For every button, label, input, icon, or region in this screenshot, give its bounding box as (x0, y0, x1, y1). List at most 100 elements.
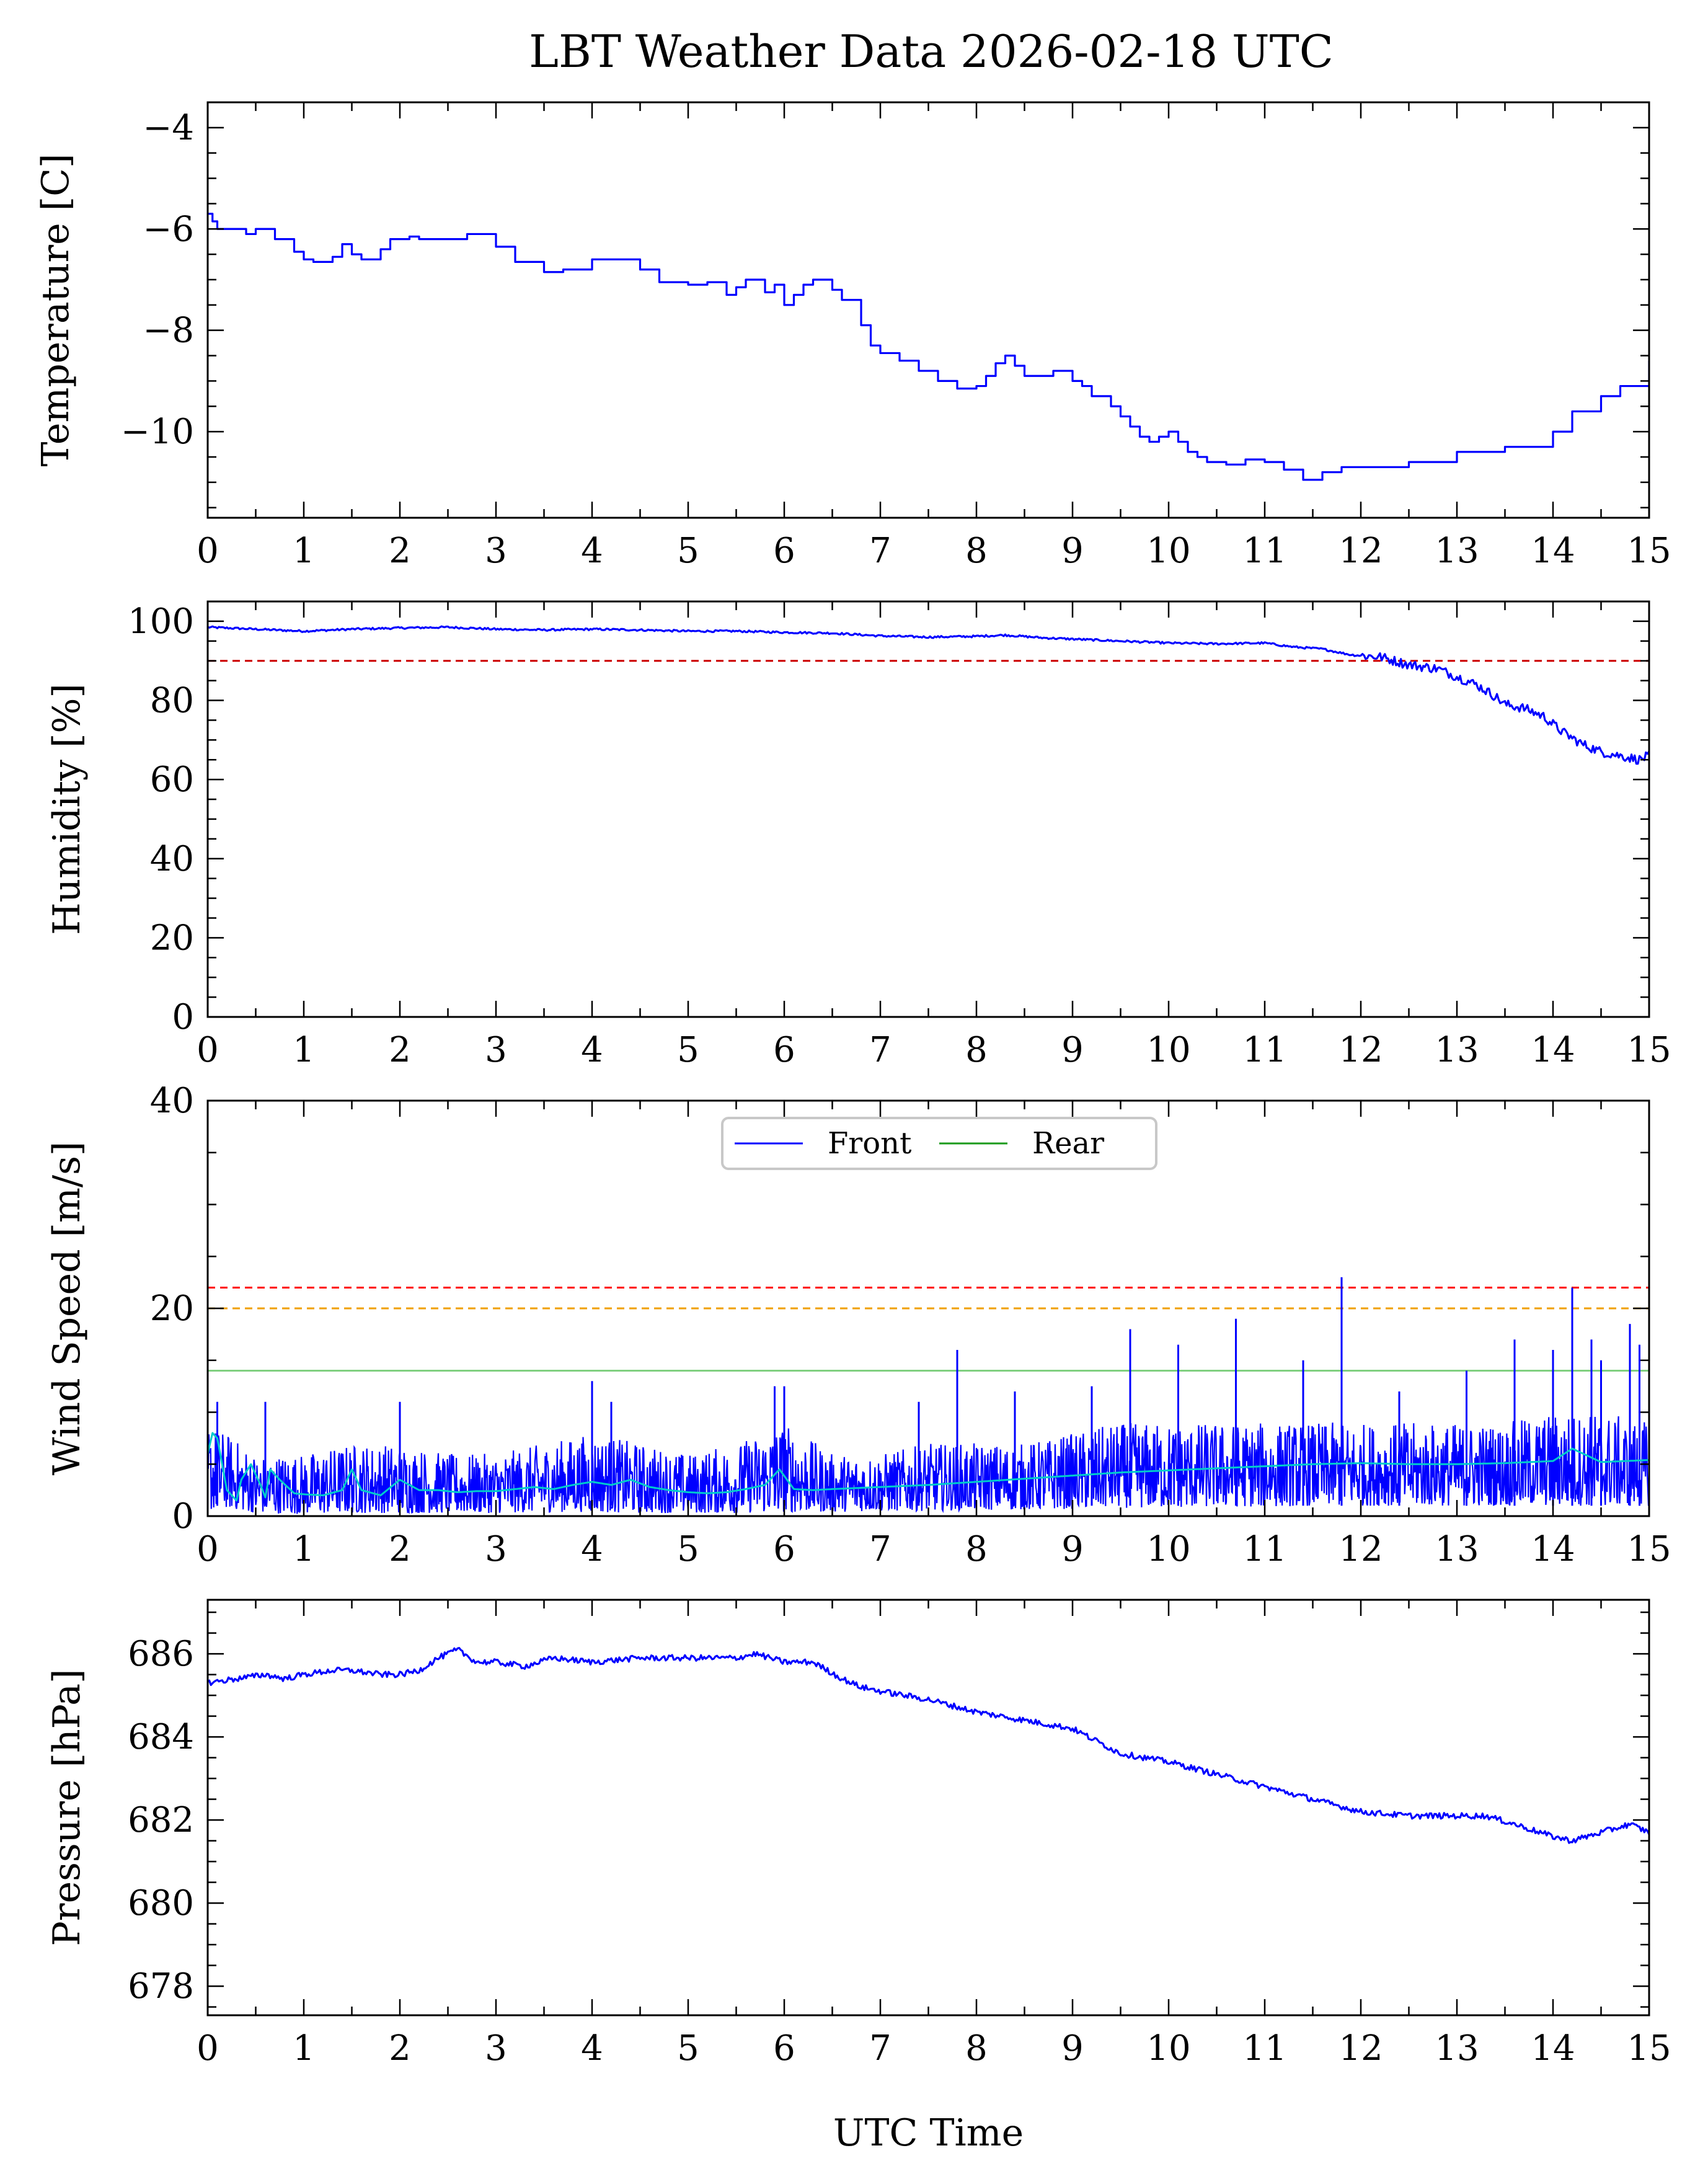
x-tick-label: 13 (1435, 1030, 1479, 1070)
y-tick-label: 40 (150, 839, 194, 879)
x-tick-label: 0 (197, 1030, 219, 1070)
series-pressure (208, 1647, 1649, 1844)
y-axis-label: Wind Speed [m/s] (45, 1142, 89, 1476)
x-tick-label: 5 (677, 1529, 699, 1569)
x-tick-label: 3 (485, 1529, 507, 1569)
panel-humidity: 0 1 2 3 4 5 6 7 8 9 10 11 12 13 14 15020406080100Humidi… (45, 600, 1671, 1070)
y-tick-label: 0 (172, 997, 194, 1037)
x-tick-label: 7 (869, 2028, 892, 2069)
legend-label-front: Front (828, 1126, 911, 1161)
x-tick-label: 11 (1242, 2028, 1286, 2069)
x-axis-label: UTC Time (833, 2111, 1024, 2155)
series-humidity (208, 625, 1649, 765)
series-front (208, 1416, 1649, 1514)
x-tick-label: 13 (1435, 531, 1479, 571)
legend-label-rear: Rear (1032, 1126, 1104, 1161)
x-tick-label: 12 (1339, 1030, 1383, 1070)
y-tick-label: 60 (150, 760, 194, 800)
x-tick-label: 6 (773, 2028, 795, 2069)
x-tick-label: 0 (197, 2028, 219, 2069)
x-tick-label: 0 (197, 531, 219, 571)
y-tick-label: 682 (128, 1800, 194, 1840)
x-tick-label: 12 (1339, 1529, 1383, 1569)
x-tick-label: 15 (1627, 1030, 1671, 1070)
x-tick-label: 7 (869, 1529, 892, 1569)
x-tick-label: 12 (1339, 531, 1383, 571)
panels: 0 1 2 3 4 5 6 7 8 9 10 11 12 13 14 15−10−8−6−4Temperatu… (34, 101, 1671, 2155)
x-tick-label: 5 (677, 531, 699, 571)
x-tick-label: 7 (869, 531, 892, 571)
x-tick-label: 8 (965, 2028, 988, 2069)
x-tick-label: 8 (965, 531, 988, 571)
x-tick-label: 10 (1146, 2028, 1190, 2069)
x-tick-label: 9 (1061, 2028, 1084, 2069)
panel-pressure: 0 1 2 3 4 5 6 7 8 9 10 11 12 13 14 15678680682684686Pre… (45, 1599, 1671, 2155)
x-tick-label: 15 (1627, 531, 1671, 571)
y-tick-label: 80 (150, 681, 194, 721)
x-tick-label: 11 (1242, 531, 1286, 571)
x-tick-label: 7 (869, 1030, 892, 1070)
x-tick-label: 1 (293, 1030, 315, 1070)
figure-title: LBT Weather Data 2026-02-18 UTC (529, 25, 1334, 78)
x-tick-label: 4 (581, 531, 603, 571)
x-tick-label: 3 (485, 531, 507, 571)
x-tick-label: 14 (1531, 2028, 1575, 2069)
plot-area (208, 213, 1649, 481)
x-tick-label: 10 (1146, 1030, 1190, 1070)
y-tick-label: 678 (128, 1966, 194, 2007)
x-tick-label: 15 (1627, 2028, 1671, 2069)
x-tick-label: 1 (293, 531, 315, 571)
x-tick-label: 6 (773, 1030, 795, 1070)
y-axis-label: Temperature [C] (34, 154, 77, 467)
y-tick-label: 684 (128, 1717, 194, 1757)
x-tick-label: 11 (1242, 1030, 1286, 1070)
y-tick-label: −10 (121, 412, 194, 452)
x-tick-label: 0 (197, 1529, 219, 1569)
plot-area (208, 1277, 1649, 1514)
x-tick-label: 14 (1531, 1030, 1575, 1070)
x-tick-label: 13 (1435, 1529, 1479, 1569)
x-tick-label: 3 (485, 2028, 507, 2069)
axes-frame (206, 101, 1650, 519)
x-tick-label: 6 (773, 1529, 795, 1569)
y-tick-label: 100 (128, 601, 194, 642)
y-axis-label: Humidity [%] (45, 683, 89, 935)
y-tick-label: 20 (150, 918, 194, 958)
y-tick-label: −8 (143, 311, 194, 351)
x-tick-label: 11 (1242, 1529, 1286, 1569)
x-tick-label: 6 (773, 531, 795, 571)
y-tick-label: −6 (143, 209, 194, 249)
x-tick-label: 2 (389, 1529, 411, 1569)
x-tick-label: 2 (389, 531, 411, 571)
plot-area (208, 1647, 1649, 1844)
x-tick-label: 14 (1531, 531, 1575, 571)
x-tick-label: 3 (485, 1030, 507, 1070)
x-tick-label: 4 (581, 1030, 603, 1070)
panel-temperature: 0 1 2 3 4 5 6 7 8 9 10 11 12 13 14 15−10−8−6−4Temperatu… (34, 101, 1671, 571)
x-tick-label: 8 (965, 1030, 988, 1070)
axes-frame (206, 1599, 1650, 2016)
x-tick-label: 14 (1531, 1529, 1575, 1569)
x-tick-label: 5 (677, 1030, 699, 1070)
x-tick-label: 4 (581, 1529, 603, 1569)
x-tick-label: 4 (581, 2028, 603, 2069)
y-tick-label: 40 (150, 1081, 194, 1121)
y-axis-label: Pressure [hPa] (45, 1669, 89, 1946)
y-tick-label: 686 (128, 1634, 194, 1674)
x-tick-label: 9 (1061, 531, 1084, 571)
x-tick-label: 13 (1435, 2028, 1479, 2069)
x-tick-label: 10 (1146, 1529, 1190, 1569)
x-tick-label: 5 (677, 2028, 699, 2069)
x-tick-label: 15 (1627, 1529, 1671, 1569)
x-tick-label: 9 (1061, 1030, 1084, 1070)
x-tick-label: 12 (1339, 2028, 1383, 2069)
legend: Front Rear (721, 1117, 1157, 1170)
x-tick-label: 1 (293, 2028, 315, 2069)
y-tick-label: −4 (143, 108, 194, 148)
y-tick-label: 20 (150, 1289, 194, 1329)
x-tick-label: 9 (1061, 1529, 1084, 1569)
x-tick-label: 8 (965, 1529, 988, 1569)
series-temperature (208, 213, 1649, 481)
